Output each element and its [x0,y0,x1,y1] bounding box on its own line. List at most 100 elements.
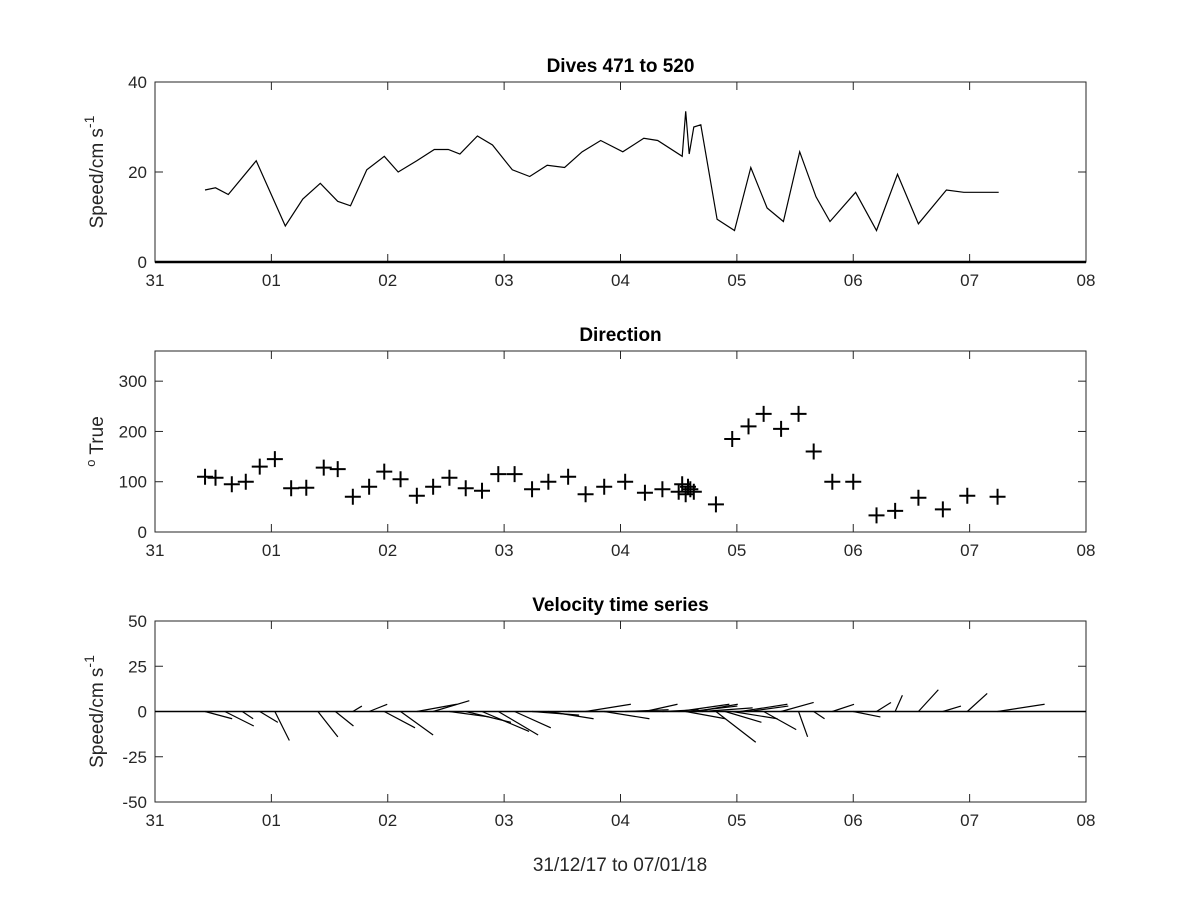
direction-marker [474,482,491,499]
velocity-vector [335,711,354,727]
velocity-vector [352,705,363,713]
direction-marker [490,466,507,483]
direction-marker [596,478,613,495]
velocity-vector [678,703,730,713]
direction-marker [408,487,425,504]
velocity-vector [514,710,552,729]
velocity-vector [832,703,855,713]
velocity-vector [725,710,762,723]
direction-marker [441,469,458,486]
direction-marker [934,501,951,518]
x-tick-label: 31 [146,811,165,830]
velocity-vector [876,701,892,713]
x-tick-label: 07 [960,811,979,830]
x-tick-label: 04 [611,271,630,290]
y-tick-label: 100 [119,473,147,492]
y-axis-label-degree: o [83,460,98,467]
x-tick-label: 05 [727,811,746,830]
y-tick-label: 300 [119,372,147,391]
figure-xlabel: 31/12/17 to 07/01/18 [533,855,707,876]
plot-title: Direction [579,325,661,346]
velocity-vector [701,707,753,713]
y-tick-label: 0 [138,253,147,272]
x-tick-label: 01 [262,811,281,830]
x-tick-label: 06 [844,271,863,290]
x-tick-label: 31 [146,271,165,290]
y-tick-label: -50 [122,793,147,812]
axes-box [154,81,1087,263]
y-axis-label: o True [83,416,108,467]
direction-marker [344,488,361,505]
velocity-vector [585,703,631,713]
velocity-vector [274,711,290,741]
x-tick-label: 02 [378,811,397,830]
velocity-vector [241,711,254,720]
direction-marker [540,473,557,490]
direction-marker [959,487,976,504]
speed-panel: Dives 471 to 520 31 01 02 03 04 05 06 07 08 0 20 40 S… [81,56,1095,290]
y-axis-label-superscript: -1 [81,655,97,668]
velocity-panel: Velocity time series 31 01 02 03 04 05 06 07 08 50… [81,595,1095,830]
direction-marker [887,502,904,519]
x-tick-label: 07 [960,541,979,560]
y-axis-label-text: True [87,416,108,454]
x-tick-label: 01 [262,541,281,560]
y-axis-label: Speed/cm s-1 [81,115,108,228]
velocity-vector [740,703,788,713]
velocity-vector [715,711,757,743]
x-tick-label: 05 [727,541,746,560]
x-tick-label: 04 [611,541,630,560]
direction-marker [773,420,790,437]
direction-marker [805,443,822,460]
direction-marker [207,469,224,486]
direction-marker [376,463,393,480]
plot-title: Dives 471 to 520 [547,56,695,77]
x-tick-label: 08 [1077,541,1096,560]
direction-marker [425,478,442,495]
velocity-vector [732,710,778,720]
velocity-vector [400,711,434,736]
y-tick-label: 40 [128,73,147,92]
direction-marker [315,459,332,476]
y-axis-label-text: Speed/cm s [87,128,108,228]
velocity-vector [548,710,594,720]
direction-marker [506,466,523,483]
direction-panel: Direction 31 01 02 03 04 05 06 07 08 0 100 200 300 o T… [83,325,1095,560]
velocity-vector [498,710,539,736]
x-tick-label: 03 [495,271,514,290]
velocity-vector [644,703,678,713]
x-tick-label: 03 [495,811,514,830]
velocity-vector [532,710,580,716]
direction-marker [197,468,214,485]
velocity-vector [685,710,726,720]
y-tick-label: 0 [138,703,147,722]
x-tick-label: 06 [844,541,863,560]
velocity-vector [383,710,416,729]
velocity-vector [432,700,470,713]
direction-marker [740,418,757,435]
velocity-vector [416,703,457,713]
x-tick-label: 03 [495,541,514,560]
direction-marker [868,507,885,524]
direction-marker [824,473,841,490]
y-tick-label: 25 [128,657,147,676]
velocity-vector [997,703,1045,713]
direction-marker [617,473,634,490]
velocity-vector [780,701,814,713]
direction-marker [392,471,409,488]
x-tick-label: 06 [844,811,863,830]
direction-marker [755,405,772,422]
velocity-vector [224,710,255,727]
velocity-vector [368,703,388,713]
direction-marker [654,481,671,498]
direction-marker [707,496,724,513]
direction-marker [266,451,283,468]
y-tick-label: 20 [128,163,147,182]
plot-title: Velocity time series [532,595,708,616]
velocity-vector [813,711,825,720]
x-tick-label: 05 [727,271,746,290]
direction-marker [670,483,687,500]
x-tick-label: 31 [146,541,165,560]
y-tick-label: 50 [128,612,147,631]
